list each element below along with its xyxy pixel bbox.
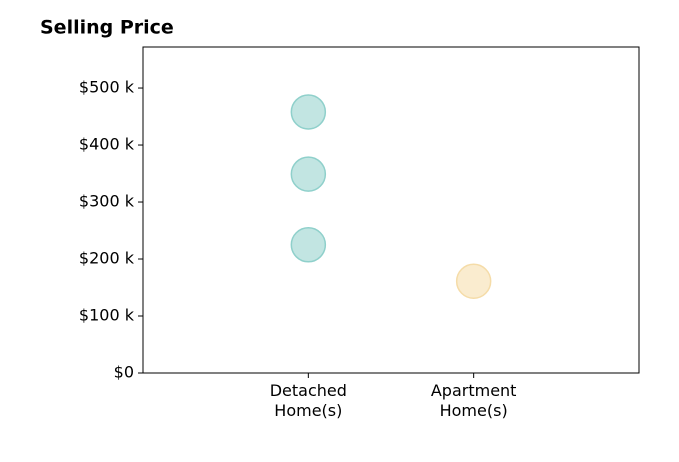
y-tick-label: $200 k — [79, 249, 135, 268]
y-tick-label: $300 k — [79, 192, 135, 211]
x-tick-label: Apartment Home(s) — [430, 381, 517, 420]
y-tick-label: $500 k — [79, 78, 135, 97]
point — [290, 156, 327, 192]
point — [290, 227, 327, 263]
x-tick-label: Detached Home(s) — [269, 381, 347, 420]
plot-frame — [142, 46, 640, 374]
y-tick-label: $100 k — [79, 306, 135, 325]
point — [290, 94, 327, 130]
y-tick-label: $0 — [114, 363, 134, 382]
point — [455, 263, 492, 299]
y-tick-label: $400 k — [79, 135, 135, 154]
chart-title: Selling Price — [40, 17, 174, 39]
